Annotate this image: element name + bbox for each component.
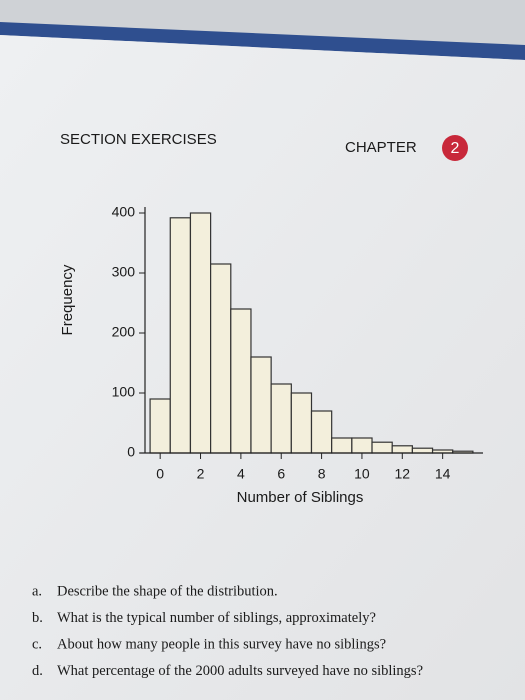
x-tick-label: 10: [354, 466, 370, 482]
x-tick-label: 8: [318, 466, 326, 482]
question-label: d.: [32, 663, 43, 679]
x-tick-label: 4: [237, 466, 245, 482]
question-label: c.: [32, 636, 42, 652]
bar: [230, 308, 252, 454]
bar: [210, 263, 232, 454]
book-edge: [0, 22, 525, 60]
y-tick-label: 100: [112, 384, 136, 400]
bar: [411, 447, 434, 454]
bar: [351, 437, 373, 454]
question-label: a.: [32, 583, 42, 599]
bar: [149, 398, 171, 454]
bar: [250, 356, 272, 454]
y-tick-label: 0: [127, 444, 135, 460]
chapter-badge: [442, 135, 468, 161]
x-tick-label: 6: [277, 466, 285, 482]
x-tick-label: 2: [197, 466, 205, 482]
x-axis-label: Number of Siblings: [237, 489, 364, 506]
x-tick-label: 14: [435, 466, 451, 482]
bar: [169, 217, 192, 454]
question-text: About how many people in this survey hav…: [57, 636, 386, 652]
x-tick-label: 12: [395, 466, 411, 482]
bar: [371, 441, 393, 454]
histogram: 0 100 200 300 400 0 2 4 6 8 10 12 14: [112, 204, 483, 482]
question-text: What percentage of the 2000 adults surve…: [57, 663, 423, 679]
bar: [189, 212, 212, 454]
x-tick-label: 0: [156, 466, 164, 482]
bar: [290, 392, 313, 454]
bar: [310, 410, 333, 454]
bar: [391, 445, 413, 454]
question-text: Describe the shape of the distribution.: [57, 583, 278, 599]
y-tick-label: 300: [112, 264, 136, 280]
questions: a. Describe the shape of the distribution…: [32, 583, 423, 679]
y-tick-label: 200: [112, 324, 136, 340]
question-label: b.: [32, 610, 43, 626]
y-tick-label: 400: [112, 204, 136, 220]
bar: [270, 383, 292, 454]
chapter-label: CHAPTER: [345, 139, 417, 156]
y-axis-label: Frequency: [59, 264, 76, 335]
section-title: SECTION EXERCISES: [60, 131, 217, 148]
question-text: What is the typical number of siblings, …: [57, 610, 376, 626]
bar: [331, 437, 353, 454]
chapter-number: 2: [451, 140, 460, 157]
